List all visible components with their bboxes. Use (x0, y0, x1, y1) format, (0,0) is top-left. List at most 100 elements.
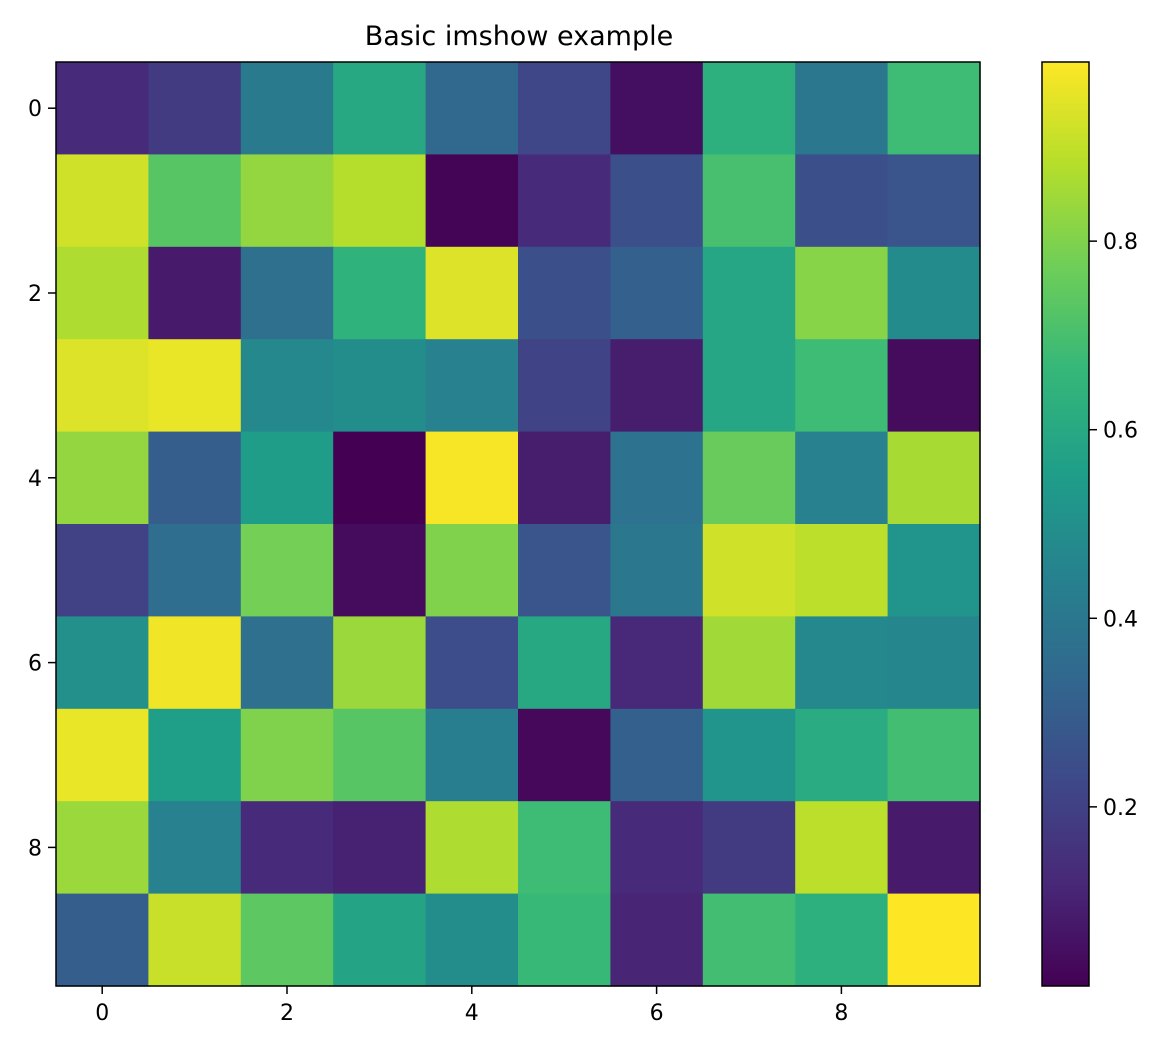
heatmap-cell (795, 339, 889, 433)
heatmap-cell (148, 801, 242, 895)
heatmap-cell (56, 339, 149, 433)
heatmap-cell (148, 246, 242, 340)
heatmap-cell (887, 524, 981, 617)
heatmap-cell (240, 339, 334, 433)
y-tick-label: 2 (28, 282, 42, 307)
y-tick-label: 4 (28, 467, 42, 492)
heatmap-cell (702, 246, 796, 340)
heatmap-cell (795, 524, 889, 617)
heatmap-cell (148, 431, 242, 525)
colorbar-tick-label: 0.6 (1103, 419, 1138, 444)
heatmap-cell (518, 339, 611, 433)
x-tick-label: 0 (95, 1001, 109, 1026)
heatmap-cell (148, 154, 242, 248)
heatmap-cell (610, 801, 704, 895)
heatmap-cell (702, 339, 796, 433)
heatmap-cell (795, 431, 889, 525)
heatmap-cell (702, 62, 796, 155)
heatmap-cell (702, 431, 796, 525)
heatmap-cell (333, 801, 427, 895)
heatmap-cell (887, 62, 981, 155)
heatmap-cell (425, 524, 519, 617)
heatmap-cell (425, 339, 519, 433)
heatmap-cell (702, 801, 796, 895)
heatmap-cells (56, 62, 981, 987)
heatmap-cell (518, 154, 611, 248)
heatmap-cell (333, 708, 427, 802)
heatmap-cell (240, 154, 334, 248)
heatmap-cell (148, 616, 242, 710)
heatmap-cell (240, 62, 334, 155)
heatmap-cell (240, 431, 334, 525)
heatmap-cell (56, 62, 149, 155)
x-tick-label: 2 (280, 1001, 294, 1026)
heatmap-cell (148, 708, 242, 802)
heatmap-cell (887, 431, 981, 525)
heatmap-cell (887, 154, 981, 248)
heatmap-cell (610, 524, 704, 617)
x-axis: 0 2 4 6 8 (95, 986, 848, 1026)
heatmap-cell (56, 708, 149, 802)
heatmap-cell (518, 62, 611, 155)
heatmap-cell (518, 431, 611, 525)
heatmap-cell (702, 893, 796, 987)
x-tick-label: 6 (650, 1001, 664, 1026)
y-axis: 0 2 4 6 8 (28, 97, 56, 861)
heatmap-cell (425, 62, 519, 155)
y-tick-label: 0 (28, 97, 42, 122)
heatmap-cell (518, 893, 611, 987)
heatmap-cell (425, 154, 519, 248)
colorbar (1041, 61, 1090, 987)
heatmap-cell (148, 893, 242, 987)
heatmap-cell (610, 708, 704, 802)
heatmap-cell (887, 616, 981, 710)
heatmap-cell (610, 246, 704, 340)
chart-title: Basic imshow example (365, 21, 673, 52)
plot-area-frame (55, 61, 981, 987)
colorbar-tick-label: 0.8 (1103, 230, 1138, 255)
heatmap-cell (333, 339, 427, 433)
heatmap-cell (56, 431, 149, 525)
x-tick-label: 8 (834, 1001, 848, 1026)
heatmap-cell (425, 801, 519, 895)
heatmap-cell (795, 708, 889, 802)
heatmap-cell (610, 62, 704, 155)
heatmap-cell (795, 62, 889, 155)
heatmap-cell (425, 246, 519, 340)
heatmap-cell (887, 339, 981, 433)
heatmap-cell (425, 431, 519, 525)
y-tick-label: 6 (28, 652, 42, 677)
heatmap-cell (425, 616, 519, 710)
heatmap-cell (610, 154, 704, 248)
heatmap-cell (333, 154, 427, 248)
heatmap-cell (795, 154, 889, 248)
heatmap-cell (240, 801, 334, 895)
colorbar-tick-label: 0.4 (1103, 607, 1138, 632)
y-tick-label: 8 (28, 836, 42, 861)
heatmap-cell (333, 246, 427, 340)
heatmap-cell (795, 801, 889, 895)
heatmap-cell (518, 801, 611, 895)
heatmap-cell (610, 893, 704, 987)
heatmap-cell (333, 893, 427, 987)
heatmap-cell (795, 616, 889, 710)
colorbar-axis: 0.2 0.4 0.6 0.8 (1089, 230, 1138, 821)
heatmap-cell (333, 524, 427, 617)
heatmap-cell (887, 893, 981, 987)
heatmap-cell (702, 616, 796, 710)
heatmap-cell (56, 893, 149, 987)
heatmap-cell (240, 616, 334, 710)
heatmap-cell (518, 246, 611, 340)
heatmap-cell (887, 801, 981, 895)
heatmap-cell (333, 431, 427, 525)
heatmap-cell (795, 893, 889, 987)
heatmap-cell (56, 524, 149, 617)
heatmap-cell (702, 524, 796, 617)
heatmap-cell (240, 524, 334, 617)
heatmap-cell (518, 708, 611, 802)
heatmap-cell (610, 616, 704, 710)
heatmap-cell (56, 801, 149, 895)
heatmap-cell (887, 246, 981, 340)
heatmap-cell (610, 339, 704, 433)
